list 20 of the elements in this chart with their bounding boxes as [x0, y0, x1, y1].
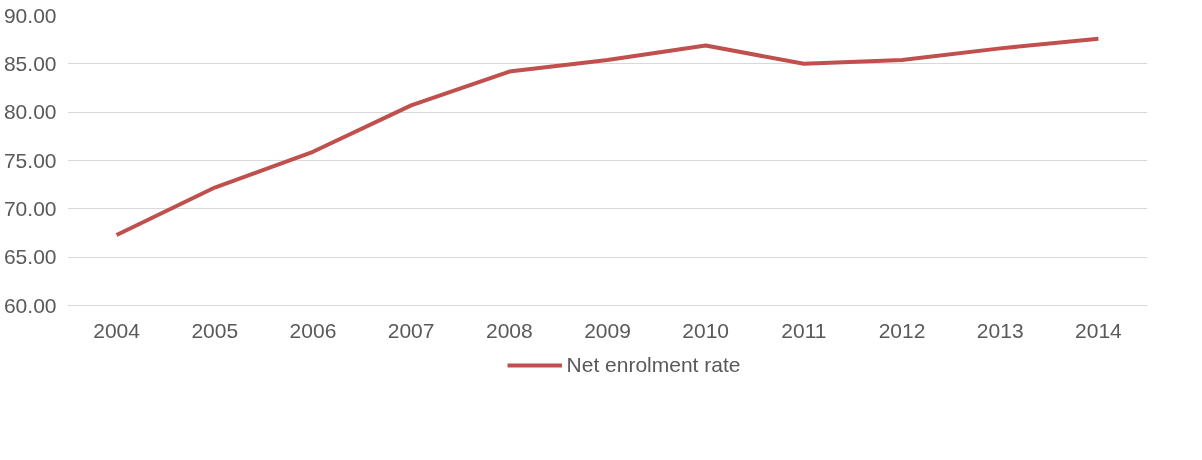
x-tick-label: 2005 [191, 318, 239, 342]
y-tick-label: 70.00 [3, 196, 57, 220]
x-tick-label: 2010 [682, 318, 730, 342]
x-tick-label: 2013 [976, 318, 1024, 342]
y-tick-label: 65.00 [3, 245, 57, 269]
y-tick-label: 80.00 [3, 100, 57, 124]
x-tick-label: 2011 [781, 318, 827, 342]
legend-label: Net enrolment rate [566, 353, 741, 377]
x-tick-label: 2004 [93, 318, 141, 342]
x-tick-label: 2007 [387, 318, 435, 342]
y-tick-label: 85.00 [3, 51, 57, 75]
x-tick-label: 2014 [1075, 318, 1123, 342]
x-tick-label: 2008 [485, 318, 533, 342]
y-tick-label: 75.00 [3, 148, 57, 172]
x-tick-label: 2006 [289, 318, 337, 342]
line-series [114, 36, 1101, 237]
y-tick-label: 90.00 [3, 3, 57, 27]
x-tick-label: 2009 [584, 318, 631, 342]
y-tick-label: 60.00 [3, 293, 57, 317]
x-tick-label: 2012 [878, 318, 926, 342]
